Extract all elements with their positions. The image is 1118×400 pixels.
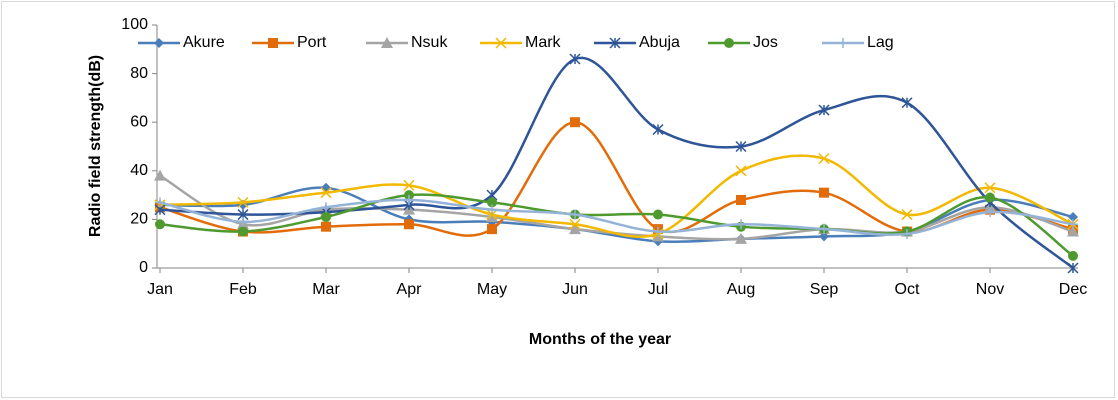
marker: [381, 37, 393, 48]
marker: [569, 223, 581, 235]
marker: [238, 226, 248, 237]
marker: [985, 207, 995, 218]
marker: [819, 224, 829, 235]
x-tick-label: Nov: [976, 281, 1004, 298]
marker: [403, 179, 415, 191]
x-tick-label: Jun: [562, 281, 588, 298]
marker: [902, 228, 912, 239]
marker: [569, 53, 581, 65]
marker: [984, 182, 996, 194]
marker: [985, 192, 995, 203]
marker: [736, 194, 746, 205]
marker: [487, 197, 497, 208]
x-tick-label: Mar: [312, 281, 340, 298]
marker: [154, 169, 166, 181]
marker: [154, 38, 164, 48]
x-axis-title: Months of the year: [529, 331, 671, 348]
marker: [1068, 219, 1078, 230]
marker: [1067, 225, 1079, 237]
marker: [155, 197, 165, 208]
marker: [818, 153, 830, 165]
marker: [404, 219, 414, 230]
x-tick-label: Feb: [229, 281, 257, 298]
y-axis-title: Radio field strength(dB): [87, 55, 104, 237]
x-tick-label: Oct: [895, 281, 920, 298]
marker: [569, 218, 581, 230]
marker: [735, 165, 747, 177]
x-tick-label: Apr: [397, 281, 423, 298]
x-tick-label: May: [477, 281, 507, 298]
marker: [609, 37, 621, 49]
marker: [321, 221, 331, 232]
marker: [495, 37, 507, 49]
marker: [486, 210, 498, 222]
x-tick-label: Jul: [648, 281, 668, 298]
marker: [404, 194, 414, 205]
y-tick-label: 0: [139, 259, 148, 276]
series-line: [159, 154, 1074, 238]
legend-label: Mark: [525, 34, 562, 51]
series-line: [159, 193, 1074, 257]
marker: [321, 211, 331, 222]
y-tick-label: 40: [130, 162, 148, 179]
marker: [653, 226, 663, 237]
legend-label: Jos: [753, 34, 778, 51]
marker: [838, 38, 848, 48]
legend-label: Lag: [867, 34, 894, 51]
marker: [735, 232, 747, 244]
marker: [652, 123, 664, 136]
marker: [724, 38, 734, 48]
marker: [487, 204, 497, 215]
marker: [818, 104, 830, 116]
marker: [819, 187, 829, 198]
marker: [570, 209, 580, 220]
marker: [570, 117, 580, 128]
marker: [1068, 211, 1078, 222]
x-tick-label: Aug: [727, 281, 755, 298]
y-tick-label: 100: [121, 16, 148, 33]
x-tick-label: Dec: [1059, 281, 1087, 298]
y-tick-label: 20: [130, 211, 148, 228]
legend-label: Akure: [183, 34, 225, 51]
marker: [268, 38, 278, 48]
marker: [237, 196, 249, 208]
legend-label: Abuja: [639, 34, 680, 51]
legend-label: Port: [297, 34, 327, 51]
marker: [735, 140, 747, 153]
marker: [487, 224, 497, 235]
marker: [320, 187, 332, 199]
marker: [238, 216, 248, 227]
legend-label: Nsuk: [411, 34, 448, 51]
marker: [321, 202, 331, 213]
marker: [1067, 262, 1079, 274]
x-tick-label: Sep: [810, 281, 839, 298]
y-tick-label: 60: [130, 113, 148, 130]
marker: [901, 209, 913, 221]
series-line: [159, 198, 1074, 236]
x-tick-label: Jan: [147, 281, 173, 298]
marker: [155, 219, 165, 230]
y-tick-label: 80: [130, 65, 148, 82]
marker: [901, 97, 913, 109]
marker: [1068, 250, 1078, 261]
marker: [736, 219, 746, 230]
marker: [653, 209, 663, 220]
